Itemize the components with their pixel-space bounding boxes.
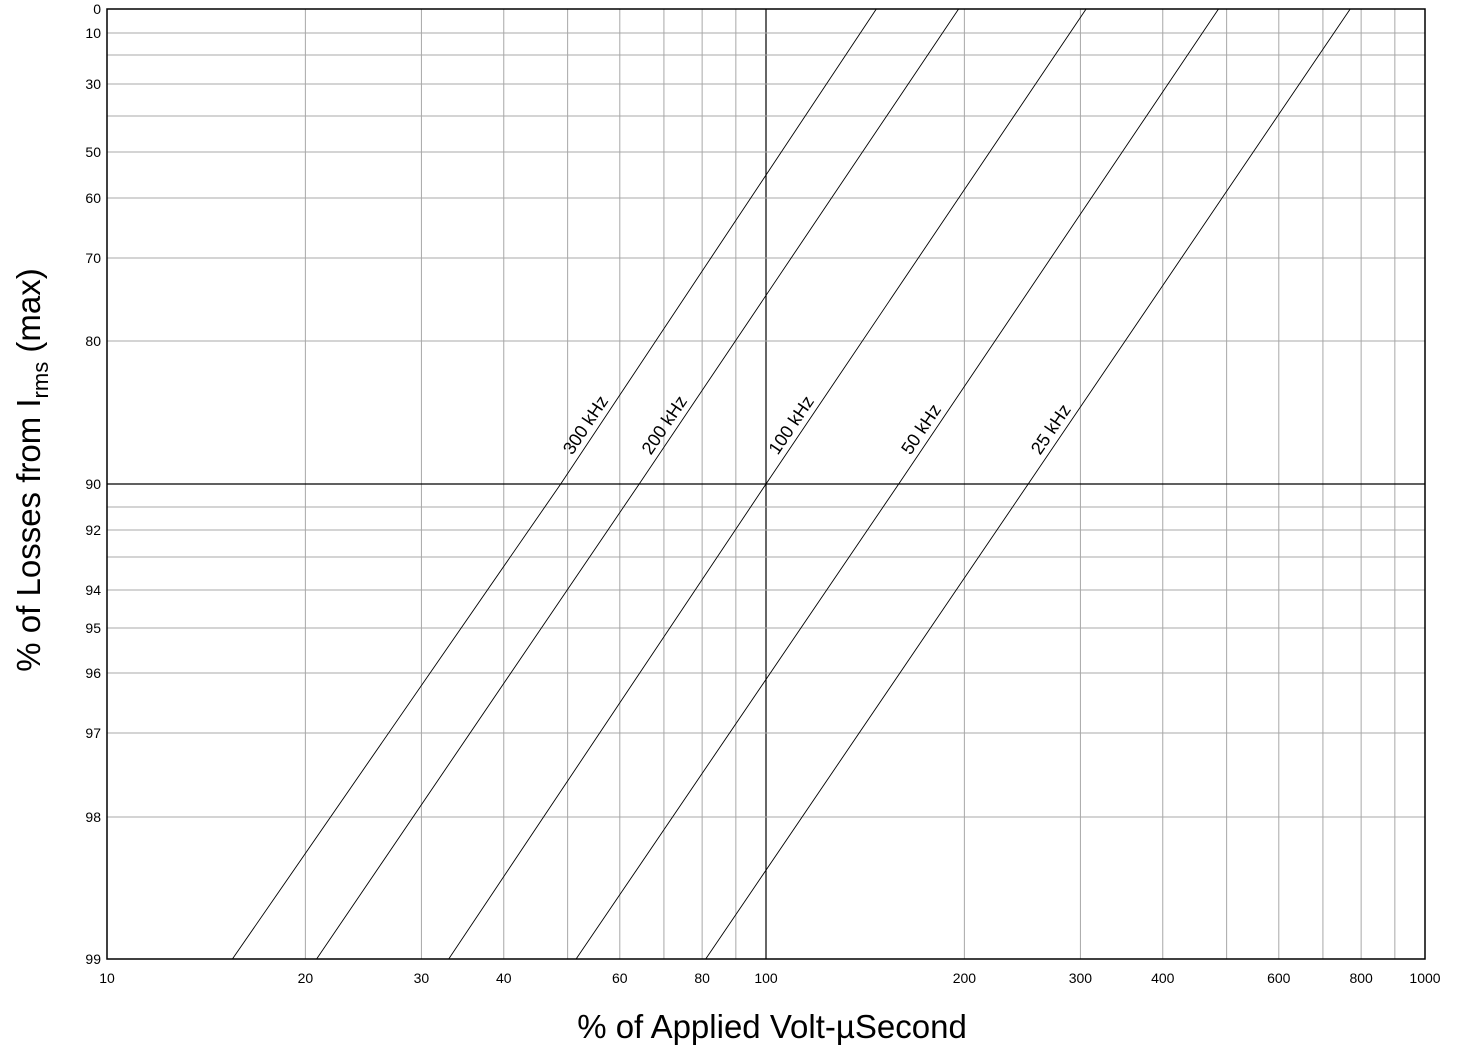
series-line-50-khz	[575, 8, 1219, 960]
y-tick-label: 80	[85, 333, 101, 349]
x-tick-label: 40	[496, 970, 512, 986]
x-tick-label: 60	[612, 970, 628, 986]
y-axis-title: % of Losses from Irms (max)	[10, 268, 53, 671]
x-axis-title: % of Applied Volt-µSecond	[577, 1008, 967, 1045]
series-label-50-khz: 50 kHz	[897, 400, 945, 458]
series-line-100-khz	[448, 8, 1087, 960]
x-tick-label: 10	[99, 970, 115, 986]
y-tick-label: 98	[85, 809, 101, 825]
x-tick-label: 300	[1069, 970, 1093, 986]
y-tick-label: 95	[85, 620, 101, 636]
x-tick-label: 1000	[1409, 970, 1440, 986]
y-axis-title-main: % of Losses from I	[10, 398, 47, 671]
series-line-300-khz	[232, 8, 877, 960]
y-tick-label: 90	[85, 476, 101, 492]
y-tick-label: 96	[85, 665, 101, 681]
y-tick-label: 99	[85, 951, 101, 967]
y-tick-label: 10	[85, 25, 101, 41]
x-tick-label: 80	[694, 970, 710, 986]
y-axis-title-suffix: (max)	[10, 268, 47, 362]
y-axis-title-subscript: rms	[28, 362, 53, 399]
x-tick-label: 800	[1349, 970, 1373, 986]
plot-frame	[106, 8, 1426, 960]
y-tick-label: 92	[85, 522, 101, 538]
x-tick-label: 600	[1267, 970, 1291, 986]
x-tick-labels: 10 20 30 40 60 80 100 200 300 400 600 800 1000	[99, 970, 1441, 986]
y-tick-label: 0	[93, 1, 101, 17]
series-label-25-khz: 25 kHz	[1027, 400, 1075, 458]
y-tick-labels: 0 10 30 50 60 70 80 90 92 94 95 96 97 98 99	[85, 1, 101, 967]
y-tick-label: 50	[85, 144, 101, 160]
series-label-100-khz: 100 kHz	[765, 392, 818, 458]
y-tick-label: 97	[85, 725, 101, 741]
series-line-25-khz	[705, 8, 1351, 960]
x-tick-label: 400	[1151, 970, 1175, 986]
x-tick-label: 20	[298, 970, 314, 986]
y-tick-label: 30	[85, 76, 101, 92]
series-label-300-khz: 300 kHz	[559, 392, 612, 458]
y-tick-label: 60	[85, 190, 101, 206]
y-tick-label: 70	[85, 250, 101, 266]
series-line-200-khz	[316, 8, 959, 960]
y-tick-label: 94	[85, 582, 101, 598]
grid-lines	[107, 9, 1425, 959]
x-tick-label: 100	[754, 970, 778, 986]
x-tick-label: 30	[414, 970, 430, 986]
series-labels: 300 kHz 200 kHz 100 kHz 50 kHz 25 kHz	[559, 392, 1075, 458]
x-tick-label: 200	[953, 970, 977, 986]
series-lines	[232, 8, 1351, 960]
